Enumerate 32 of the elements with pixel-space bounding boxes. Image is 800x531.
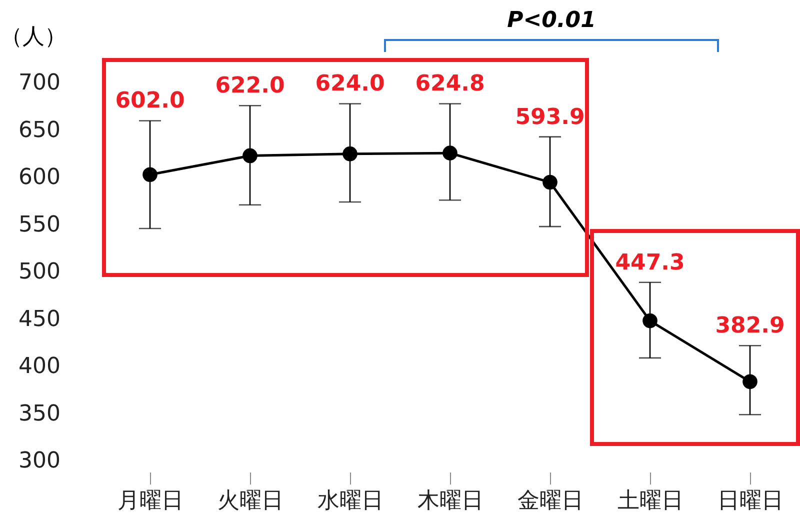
y-tick-label: 600: [18, 165, 60, 190]
y-tick-label: 300: [18, 448, 60, 474]
y-tick-label: 400: [18, 354, 60, 379]
y-tick-label: 500: [18, 260, 60, 284]
data-label: 622.0: [215, 74, 285, 99]
data-label: 382.9: [715, 314, 785, 339]
point: [142, 167, 158, 182]
point: [742, 374, 758, 390]
x-tick-label: 日曜日: [718, 488, 784, 514]
y-axis-title: （人）: [0, 24, 66, 50]
y-tick-label: 650: [18, 118, 60, 143]
x-tick-label: 金曜日: [518, 488, 584, 514]
point: [242, 148, 258, 164]
y-tick-label: 450: [18, 306, 60, 332]
data-label: 624.0: [315, 72, 385, 97]
data-label: 593.9: [515, 104, 585, 130]
x-tick-label: 水曜日: [318, 488, 384, 514]
y-tick-label: 550: [18, 212, 60, 238]
x-tick-label: 土曜日: [618, 488, 684, 514]
text: P<0.01: [507, 8, 596, 33]
x-tick-label: 火曜日: [218, 488, 284, 514]
point: [642, 313, 658, 328]
x-tick-label: 月曜日: [118, 488, 184, 514]
x-tick-label: 木曜日: [418, 488, 484, 514]
data-label: 624.8: [415, 72, 485, 97]
y-tick-label: 700: [18, 70, 60, 96]
point: [542, 174, 558, 190]
point: [342, 146, 358, 162]
point: [442, 146, 458, 160]
data-label: 447.3: [615, 250, 685, 276]
y-tick-label: 350: [18, 401, 60, 426]
data-label: 602.0: [115, 88, 185, 114]
